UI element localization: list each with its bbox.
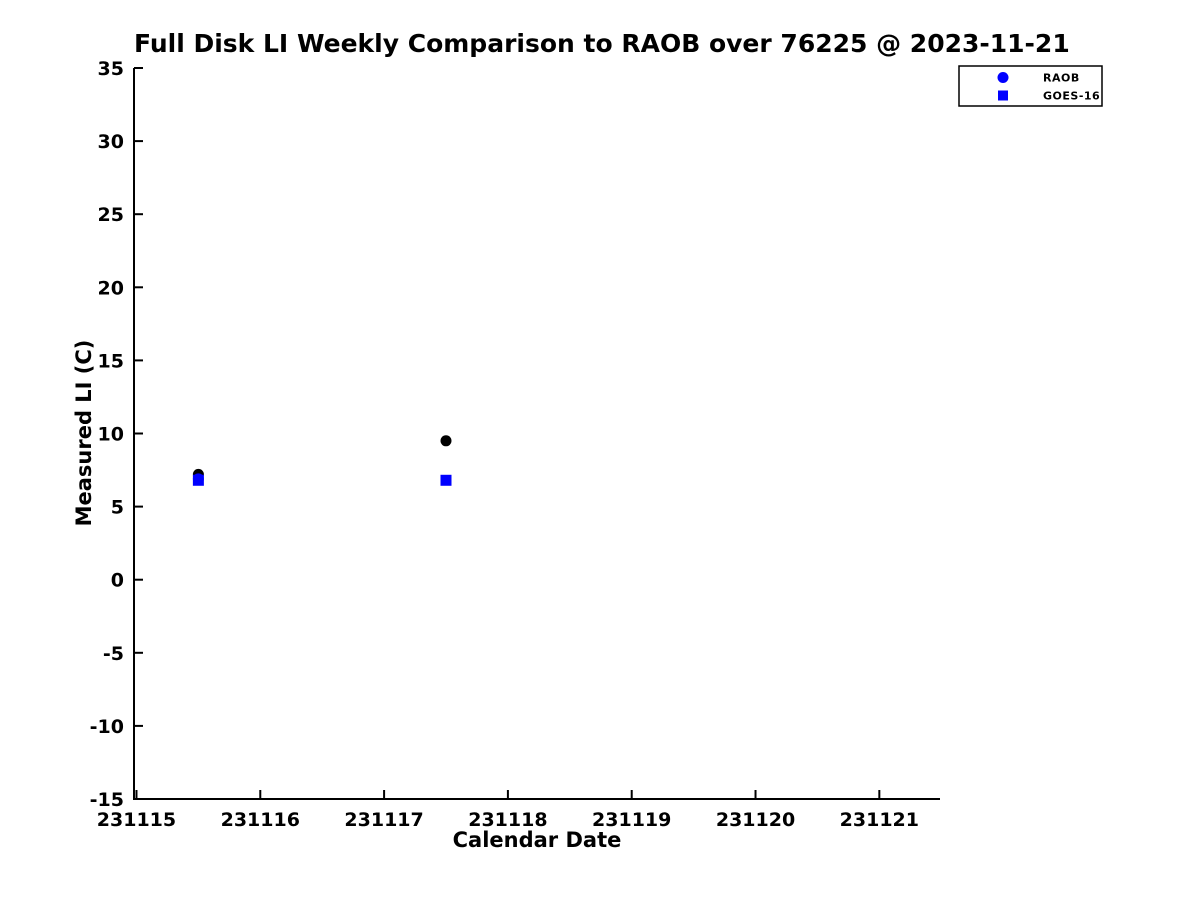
y-tick-label: 30 — [98, 131, 124, 153]
x-tick-label: 231118 — [468, 809, 547, 831]
y-axis-label: Measured LI (C) — [72, 339, 96, 527]
x-axis-label: Calendar Date — [452, 828, 622, 852]
data-point-goes-16 — [440, 474, 452, 486]
chart-title: Full Disk LI Weekly Comparison to RAOB o… — [134, 29, 1070, 58]
y-tick-label: -15 — [90, 789, 124, 811]
x-tick-label: 231116 — [221, 809, 300, 831]
y-tick-label: -10 — [90, 716, 124, 738]
x-tick-label: 231115 — [97, 809, 176, 831]
y-tick-label: 5 — [111, 497, 124, 519]
legend-marker-raob-circle-icon — [997, 72, 1009, 83]
y-tick-label: 35 — [98, 58, 124, 80]
data-point-raob — [192, 473, 204, 485]
legend-label-goes-16: GOES-16 — [1043, 90, 1100, 103]
y-tick-label: 25 — [98, 204, 124, 226]
legend-box — [958, 65, 1103, 107]
legend-label-raob: RAOB — [1043, 72, 1080, 85]
y-tick-label: -5 — [103, 643, 124, 665]
x-tick-label: 231121 — [840, 809, 919, 831]
legend-marker-goes-16-square-icon — [998, 90, 1008, 101]
x-tick-label: 231117 — [344, 809, 423, 831]
y-tick-label: 0 — [111, 570, 124, 592]
y-tick-label: 10 — [98, 424, 124, 446]
x-tick-label: 231120 — [716, 809, 795, 831]
data-point-black-circles — [440, 435, 452, 447]
y-tick-label: 20 — [98, 277, 124, 299]
y-tick-label: 15 — [98, 350, 124, 372]
x-tick-label: 231119 — [592, 809, 671, 831]
